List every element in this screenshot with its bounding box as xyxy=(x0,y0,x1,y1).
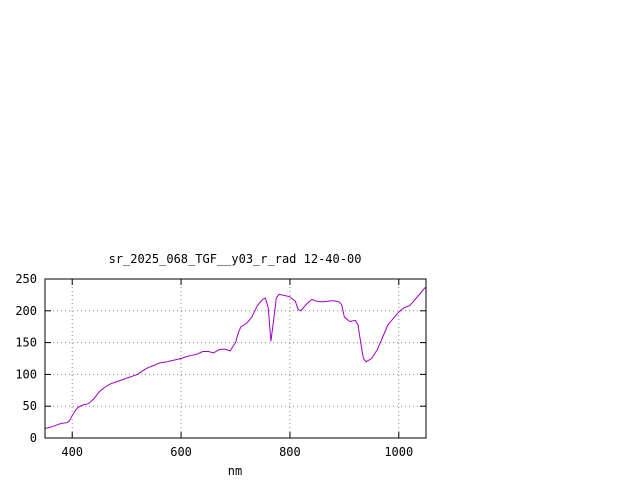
chart-title: sr_2025_068_TGF__y03_r_rad 12-40-00 xyxy=(109,252,362,266)
x-tick-label: 600 xyxy=(170,445,192,459)
y-tick-label: 50 xyxy=(23,399,37,413)
series-layer xyxy=(44,286,427,429)
y-tick-label: 200 xyxy=(15,304,37,318)
plot-frame xyxy=(44,278,427,439)
y-tick-label: 150 xyxy=(15,336,37,350)
x-tick-label: 1000 xyxy=(384,445,413,459)
x-axis-label: nm xyxy=(228,464,242,478)
y-tick-label: 0 xyxy=(30,431,37,445)
y-tick-label: 100 xyxy=(15,367,37,381)
ticks-layer: 0 50 100 150 200 250 400 600 800 1000 xyxy=(15,272,426,459)
y-tick-label: 250 xyxy=(15,272,37,286)
grid-layer xyxy=(45,279,426,438)
x-tick-label: 800 xyxy=(279,445,301,459)
spectrum-series-line xyxy=(44,286,427,429)
x-tick-label: 400 xyxy=(61,445,83,459)
